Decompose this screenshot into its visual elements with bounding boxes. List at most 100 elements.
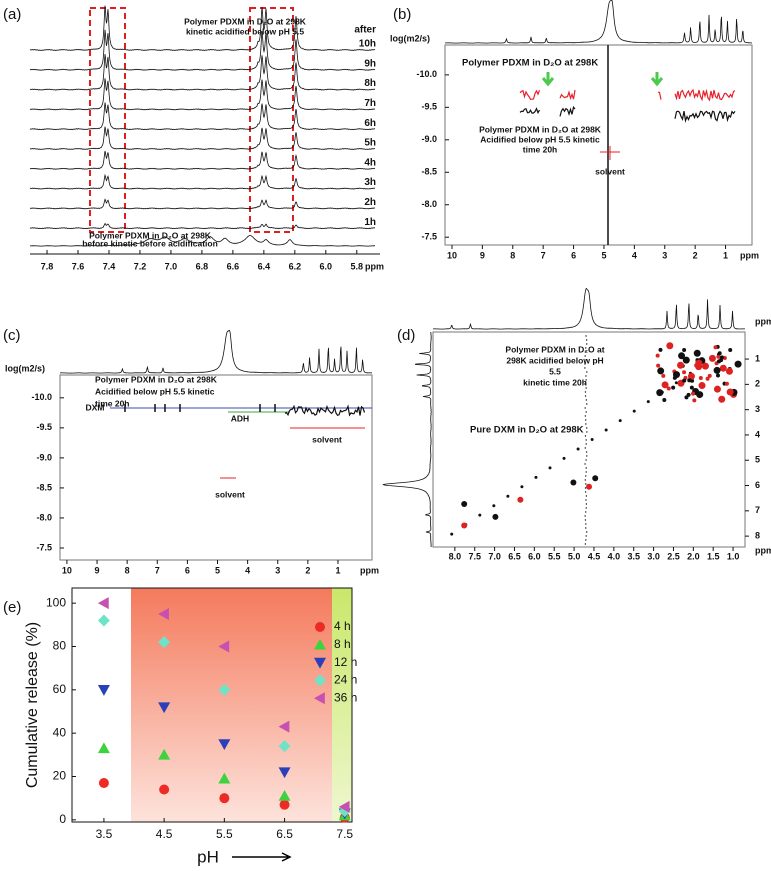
y-tick-label: -9.0 — [36, 452, 52, 462]
cross-peak — [562, 456, 566, 460]
solvent-streak — [584, 407, 586, 409]
y-tick-label: -7.5 — [36, 542, 52, 552]
y-tick-label: -8.5 — [36, 482, 52, 492]
spectrum-trace — [29, 53, 376, 91]
solvent-streak — [586, 371, 588, 373]
y-tick-label: -9.5 — [36, 422, 52, 432]
spectrum-trace — [29, 198, 376, 210]
solvent-streak — [584, 415, 587, 417]
legend-label: 4 h — [334, 619, 351, 633]
solvent-streak — [585, 511, 587, 513]
x-axis-label: ppm — [360, 565, 379, 575]
y-tick-label: 40 — [53, 725, 67, 739]
x-tick-label: 7.8 — [41, 261, 54, 271]
cross-peak — [661, 381, 669, 389]
x-tick-label: 7 — [155, 565, 160, 575]
cross-peak — [716, 354, 721, 359]
solvent-streak — [585, 475, 587, 477]
solvent-streak — [585, 527, 587, 529]
annotation: Polymer PDXM in D₂O at 298K — [89, 230, 212, 240]
cross-peak — [618, 419, 622, 423]
cross-peak — [687, 372, 695, 380]
cross-peak — [724, 381, 729, 386]
cross-peak — [719, 355, 724, 360]
x-tick-label: 5.5 — [548, 551, 561, 561]
cross-peak — [646, 400, 650, 404]
cross-peak — [604, 428, 608, 432]
x-tick-label: 6.2 — [289, 261, 302, 271]
solvent-streak — [584, 351, 587, 353]
cross-peak — [701, 362, 709, 370]
x-tick-label: 5.8 — [351, 261, 364, 271]
marker — [314, 657, 326, 669]
solvent-streak — [586, 455, 588, 457]
cross-peak — [478, 513, 482, 517]
annotation: kinetic acidified below pH 5.5 — [186, 26, 304, 36]
cross-peak — [717, 351, 722, 356]
panel-label: (d) — [397, 327, 415, 344]
projection-spectrum — [382, 331, 432, 548]
x-tick-label: 7.2 — [134, 261, 147, 271]
solvent-mark — [600, 146, 620, 160]
solvent-streak — [584, 463, 586, 465]
marker — [98, 778, 109, 788]
cross-peak — [506, 494, 510, 498]
plot-frame — [59, 374, 373, 561]
x-tick-label: 10 — [447, 250, 457, 260]
highlight-box — [89, 7, 126, 233]
y-axis-label: ppm — [755, 316, 771, 326]
x-axis-label: pH — [197, 847, 219, 866]
annotation: 5.5 — [549, 366, 561, 376]
annotation: Acidified below pH 5.5 kinetic — [480, 134, 600, 144]
marker — [338, 800, 350, 813]
marker — [218, 772, 231, 784]
solvent-streak — [585, 411, 587, 413]
panel-label: (a) — [3, 6, 21, 23]
cross-peak — [707, 373, 712, 378]
marker — [314, 638, 326, 650]
legend-label: 8 h — [334, 637, 351, 651]
x-tick-label: 6.8 — [196, 261, 209, 271]
solvent-streak — [585, 467, 587, 469]
component-label: ADH — [231, 413, 249, 423]
red-label: Pure DXM in D₂O at 298K — [470, 425, 584, 436]
y-axis-label: log(m2/s) — [390, 33, 430, 43]
cross-peak — [534, 475, 538, 479]
marker — [314, 692, 325, 705]
cross-peak — [682, 370, 687, 375]
cross-peak — [461, 501, 468, 507]
solvent-streak — [584, 491, 587, 493]
x-tick-label: 2.0 — [687, 551, 700, 561]
annotation: Polymer PDXM in D₂O at 298K — [95, 374, 218, 384]
diffusion-signal — [674, 110, 736, 123]
x-tick-label: 6.0 — [320, 261, 333, 271]
diffusion-signal — [284, 404, 366, 417]
x-tick-label: 4 — [632, 250, 637, 260]
marker — [158, 748, 171, 760]
x-tick-label: 6.0 — [528, 551, 541, 561]
solvent-streak — [584, 435, 587, 437]
y-tick-label: 80 — [53, 639, 67, 653]
cross-peak — [719, 364, 727, 372]
solvent-streak — [584, 543, 587, 545]
x-tick-label: 2 — [305, 565, 310, 575]
y-tick-label: 2 — [755, 379, 760, 389]
cross-peak — [713, 345, 718, 350]
x-tick-label: 2.5 — [667, 551, 680, 561]
cross-peak — [661, 373, 666, 378]
cross-peak — [590, 438, 594, 441]
trace-label: 4h — [364, 157, 376, 168]
y-tick-label: 3 — [755, 404, 760, 414]
cross-peak — [705, 376, 710, 381]
legend-label: 12 h — [334, 655, 357, 669]
solvent-streak — [585, 375, 587, 377]
x-axis-label: ppm — [755, 545, 771, 555]
spectrum-trace — [29, 102, 376, 131]
trace-label: 8h — [364, 78, 376, 89]
y-tick-label: 0 — [59, 812, 66, 826]
solvent-streak — [586, 427, 588, 429]
marker — [158, 608, 169, 620]
annotation: before kinetic before acidification — [82, 238, 218, 248]
spectrum-trace — [29, 78, 376, 111]
plot-frame — [71, 587, 353, 823]
